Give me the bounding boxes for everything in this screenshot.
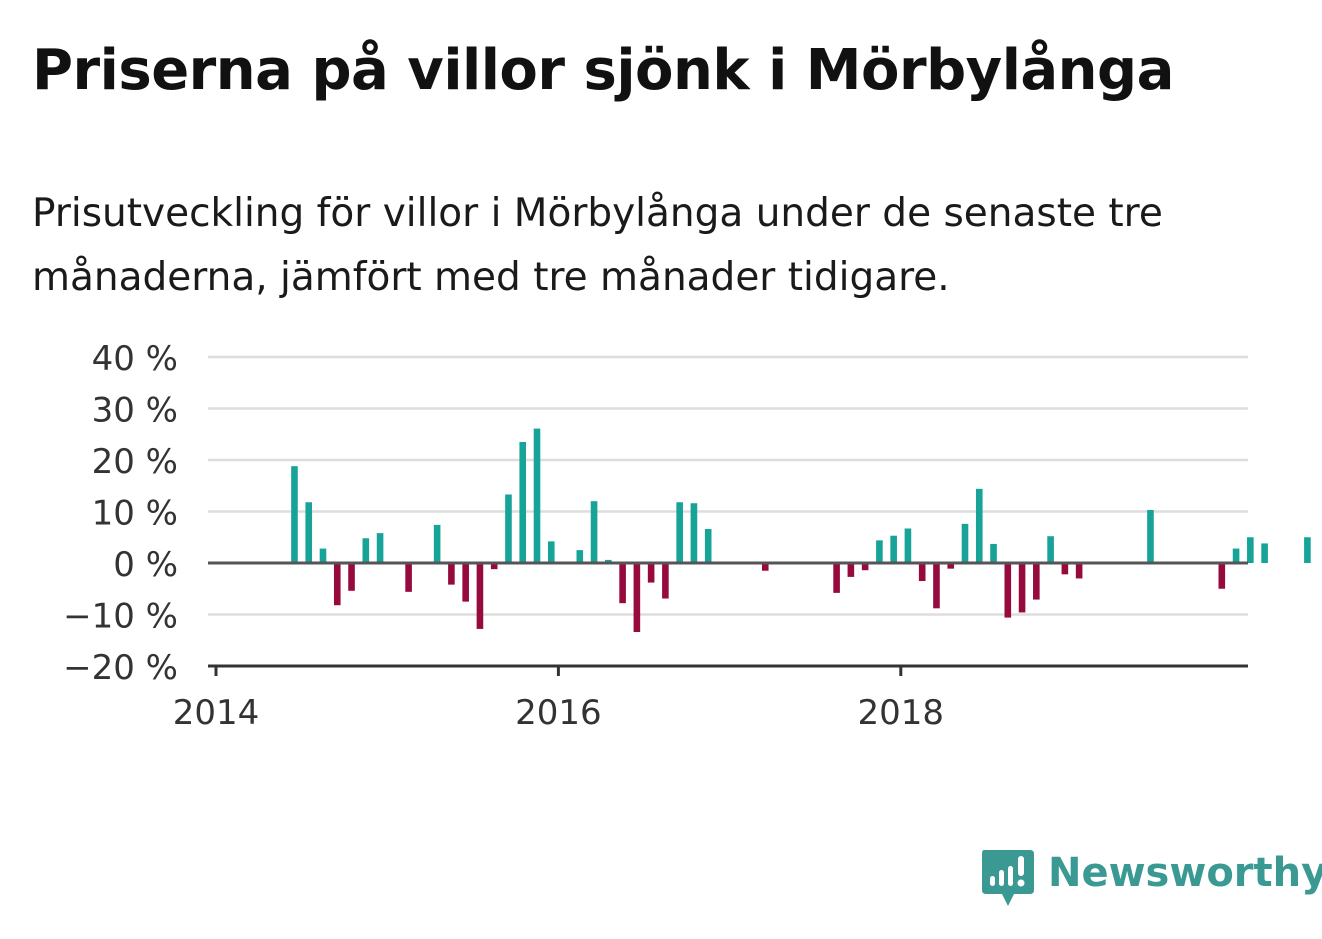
x-tick-label: 2014 — [173, 693, 260, 733]
bar — [519, 441, 527, 563]
bar — [1018, 563, 1026, 613]
x-tick-label: 2018 — [858, 693, 945, 733]
bar — [490, 563, 498, 570]
bar — [448, 563, 455, 585]
bar — [333, 563, 341, 606]
bar — [1033, 563, 1040, 600]
y-tick-label: 30 % — [92, 391, 178, 431]
bar — [1247, 537, 1254, 563]
bar — [405, 563, 412, 592]
y-tick-label: −10 % — [63, 597, 178, 637]
bar — [947, 563, 955, 569]
bar — [690, 503, 698, 563]
chart-title: Priserna på villor sjönk i Mörbylånga — [32, 38, 1174, 103]
bar — [376, 533, 384, 563]
bar — [890, 535, 897, 563]
bar — [547, 541, 555, 563]
bar — [348, 563, 355, 591]
y-tick-label: 40 % — [92, 339, 178, 379]
bar — [833, 563, 840, 593]
y-tick-label: 10 % — [92, 494, 178, 534]
y-tick-label: 0 % — [113, 545, 178, 585]
bar — [847, 563, 855, 577]
bar — [647, 563, 655, 583]
bar — [1004, 563, 1012, 618]
bar — [533, 428, 541, 563]
x-tick-label: 2016 — [515, 693, 602, 733]
bar — [1047, 536, 1054, 563]
bar — [876, 540, 883, 563]
bar — [676, 502, 683, 563]
bar — [576, 550, 584, 564]
bar — [904, 528, 912, 563]
bar — [662, 563, 669, 599]
bar — [619, 563, 626, 604]
bar — [319, 548, 327, 563]
bar — [362, 538, 370, 563]
bar-chart: 40 % 30 % 20 % 10 % 0 % −10 % −20 % 2014 2016 201… — [63, 339, 1311, 733]
bar — [1075, 563, 1083, 579]
bar — [990, 543, 997, 563]
tick-labels: 40 % 30 % 20 % 10 % 0 % −10 % −20 % 2014 2016 201… — [63, 339, 945, 733]
bar — [933, 563, 940, 609]
bar — [433, 524, 441, 563]
bar — [305, 502, 313, 563]
bar — [961, 523, 969, 563]
bar — [704, 529, 712, 563]
bars — [291, 428, 1311, 633]
bar — [633, 563, 641, 633]
grid-lines — [208, 355, 1248, 616]
bar — [291, 466, 298, 563]
bar — [462, 563, 469, 602]
newsworthy-logo-icon — [982, 850, 1034, 906]
bar — [590, 501, 598, 563]
bar — [1232, 548, 1240, 563]
brand-name: Newsworthy — [1048, 850, 1322, 896]
bar — [861, 563, 869, 571]
y-tick-label: 20 % — [92, 442, 178, 482]
bar — [1218, 563, 1226, 589]
y-tick-label: −20 % — [63, 648, 178, 688]
bar — [1261, 543, 1268, 563]
bar — [605, 559, 612, 563]
bar — [1147, 509, 1154, 563]
bar — [505, 494, 512, 563]
bar — [1061, 563, 1069, 575]
axes — [208, 561, 1248, 676]
bar — [1304, 537, 1311, 563]
bar — [476, 563, 484, 629]
chart-subtitle: Prisutveckling för villor i Mörbylånga u… — [32, 191, 1163, 300]
bar — [761, 563, 769, 571]
bar — [975, 488, 983, 563]
bar — [918, 563, 926, 582]
newsworthy-logo: Newsworthy — [980, 848, 1322, 912]
